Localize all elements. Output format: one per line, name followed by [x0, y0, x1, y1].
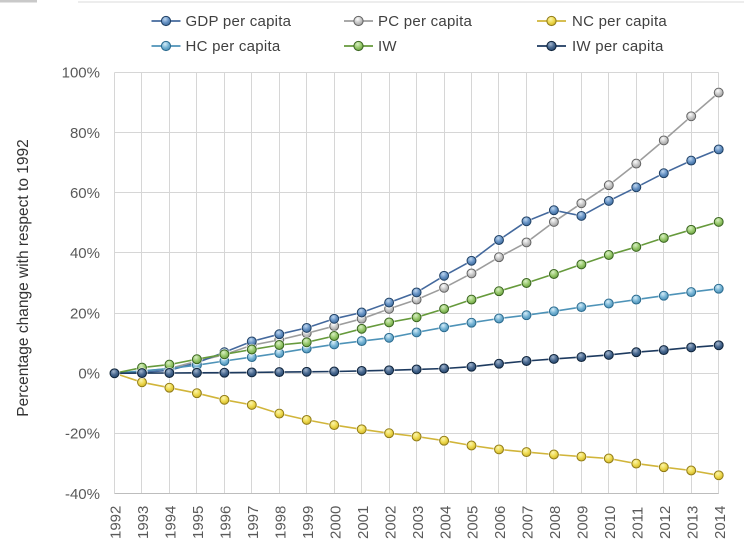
svg-text:1992: 1992 — [108, 506, 125, 539]
svg-text:IW: IW — [378, 38, 397, 55]
svg-text:1994: 1994 — [163, 506, 180, 539]
svg-text:2014: 2014 — [712, 506, 729, 539]
svg-text:2008: 2008 — [547, 506, 564, 539]
svg-text:2005: 2005 — [465, 506, 482, 539]
svg-text:-20%: -20% — [65, 426, 100, 443]
svg-text:1993: 1993 — [135, 506, 152, 539]
svg-text:0%: 0% — [78, 366, 100, 383]
svg-text:2007: 2007 — [520, 506, 537, 539]
svg-text:IW per capita: IW per capita — [572, 38, 664, 55]
svg-text:1998: 1998 — [273, 506, 290, 539]
svg-text:80%: 80% — [70, 125, 100, 142]
svg-text:40%: 40% — [70, 245, 100, 262]
svg-text:GDP per capita: GDP per capita — [186, 13, 292, 30]
svg-text:2011: 2011 — [630, 507, 647, 539]
svg-text:2012: 2012 — [657, 506, 674, 539]
svg-text:2003: 2003 — [410, 506, 427, 539]
svg-text:20%: 20% — [70, 305, 100, 322]
svg-text:PC per capita: PC per capita — [378, 13, 473, 30]
svg-text:2004: 2004 — [437, 506, 454, 539]
svg-text:2000: 2000 — [327, 506, 344, 539]
svg-text:1996: 1996 — [218, 506, 235, 539]
svg-text:HC per capita: HC per capita — [186, 38, 281, 55]
svg-text:2001: 2001 — [355, 506, 372, 539]
svg-text:1999: 1999 — [300, 506, 317, 539]
svg-text:1995: 1995 — [190, 506, 207, 539]
svg-text:1997: 1997 — [245, 506, 262, 539]
svg-text:2009: 2009 — [575, 506, 592, 539]
svg-text:2013: 2013 — [684, 506, 701, 539]
svg-text:60%: 60% — [70, 185, 100, 202]
svg-text:2002: 2002 — [382, 506, 399, 539]
svg-text:2006: 2006 — [492, 506, 509, 539]
svg-text:NC per capita: NC per capita — [572, 13, 667, 30]
svg-text:2010: 2010 — [602, 506, 619, 539]
svg-text:100%: 100% — [62, 65, 100, 82]
svg-text:-40%: -40% — [65, 486, 100, 503]
svg-text:Percentage change with respect: Percentage change with respect to 1992 — [15, 139, 32, 416]
